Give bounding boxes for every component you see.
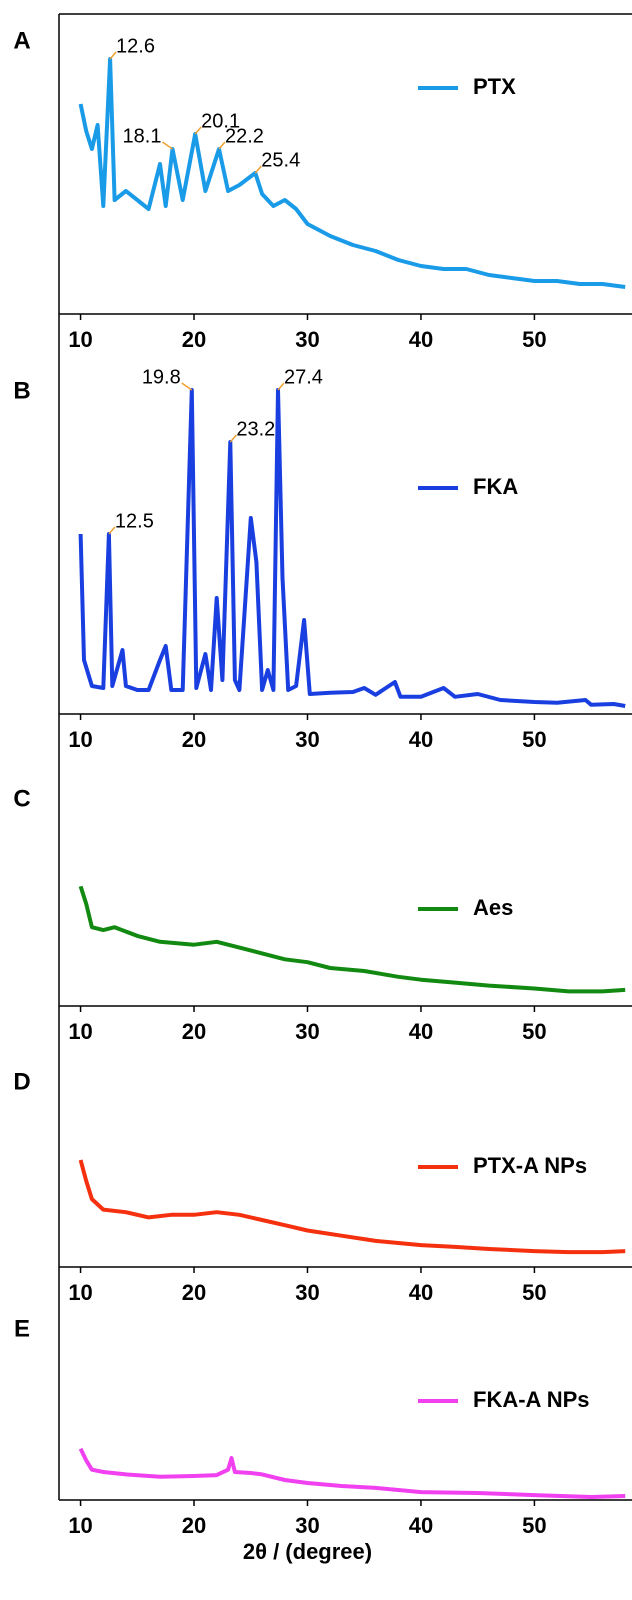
peak-label: 22.2 [225,125,264,147]
legend-label: FKA-A NPs [473,1387,590,1412]
x-tick-label: 30 [295,727,319,752]
peak-label: 27.4 [284,366,323,388]
peak-leader [109,51,117,60]
peak-label: 25.4 [261,149,300,171]
x-tick-label: 10 [68,727,92,752]
x-tick-label: 10 [68,327,92,352]
x-tick-label: 20 [182,327,206,352]
panel-label: C [13,785,30,812]
x-tick-label: 30 [295,1513,319,1538]
x-tick-label: 50 [522,727,546,752]
peak-leader [229,434,237,443]
legend-label: Aes [473,895,513,920]
peak-label: 12.6 [116,35,155,57]
x-tick-label: 30 [295,327,319,352]
peak-leader [194,126,202,135]
peak-label: 19.8 [142,366,181,388]
panel-label: D [13,1068,30,1095]
x-tick-label: 10 [68,1513,92,1538]
peak-label: 18.1 [123,125,162,147]
data-line [78,1447,626,1499]
x-tick-label: 40 [409,327,433,352]
x-tick-label: 40 [409,727,433,752]
x-tick-label: 10 [68,1019,92,1044]
peak-label: 12.5 [115,510,154,532]
peak-label: 23.2 [236,418,275,440]
peak-leader [277,382,285,391]
data-line [78,57,626,289]
x-tick-label: 40 [409,1513,433,1538]
panel-label: A [13,27,30,54]
x-tick-label: 50 [522,1280,546,1305]
legend-label: PTX [473,74,516,99]
peak-label: 20.1 [201,110,240,132]
x-tick-label: 10 [68,1280,92,1305]
data-line [78,1159,626,1255]
x-tick-label: 30 [295,1019,319,1044]
x-tick-label: 30 [295,1280,319,1305]
legend-label: PTX-A NPs [473,1153,587,1178]
x-axis-label: 2θ / (degree) [243,1539,372,1564]
x-tick-label: 20 [182,1280,206,1305]
x-tick-label: 40 [409,1019,433,1044]
panel-label: E [14,1315,30,1342]
data-line [78,388,626,708]
x-tick-label: 20 [182,1513,206,1538]
x-tick-label: 20 [182,727,206,752]
panel-label: B [13,377,30,404]
peak-leader [181,382,193,391]
x-tick-label: 50 [522,1019,546,1044]
x-tick-label: 20 [182,1019,206,1044]
peak-leader [162,141,173,150]
peak-leader [254,165,262,174]
peak-leader [218,141,226,150]
legend-label: FKA [473,474,518,499]
data-line [78,885,626,994]
x-tick-label: 40 [409,1280,433,1305]
peak-leader [108,526,116,535]
x-tick-label: 50 [522,1513,546,1538]
x-tick-label: 50 [522,327,546,352]
